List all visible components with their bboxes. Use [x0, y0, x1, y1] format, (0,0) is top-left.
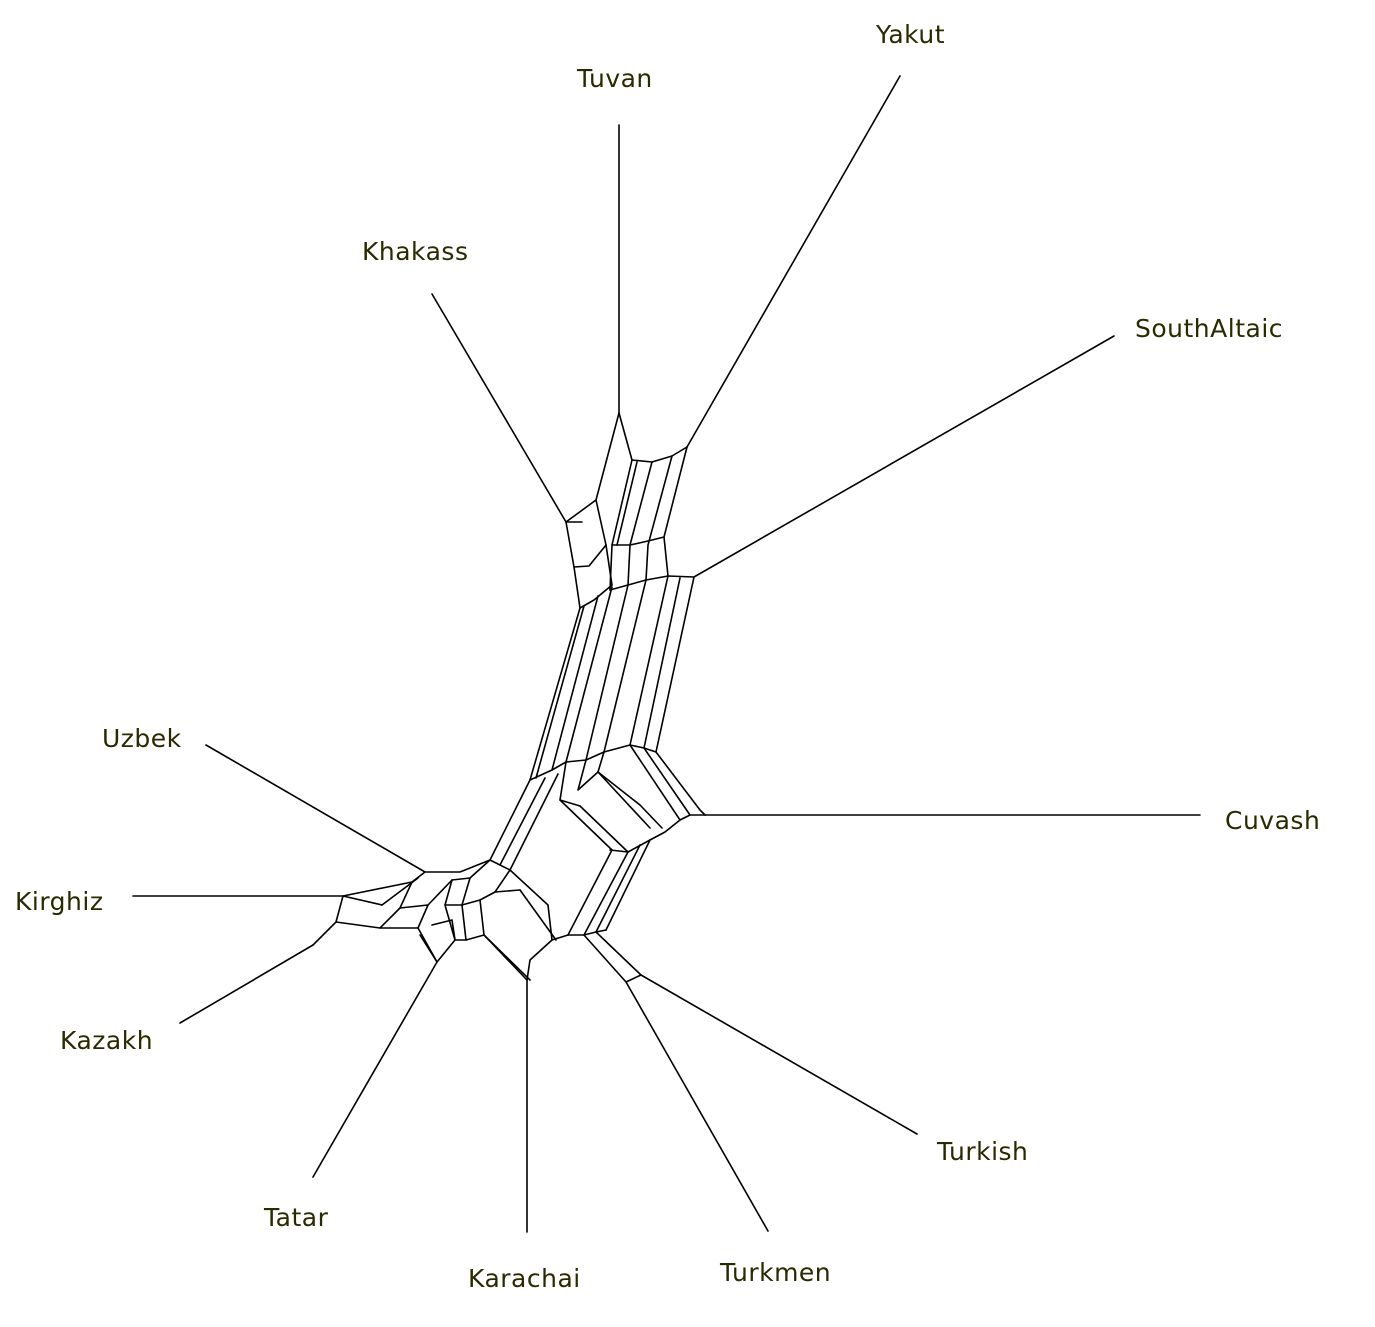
taxon-label-tatar: Tatar	[263, 1203, 329, 1232]
edge-kazakh	[179, 944, 314, 1024]
taxon-label-turkmen: Turkmen	[719, 1258, 831, 1287]
edge-southaltaic	[693, 335, 1115, 578]
taxon-label-cuvash: Cuvash	[1225, 806, 1320, 835]
central-band-splits	[529, 575, 706, 821]
edge-turkmen	[625, 981, 769, 1232]
taxon-label-yakut: Yakut	[875, 20, 945, 49]
edge-tatar	[312, 961, 438, 1178]
left-cluster-splits	[312, 859, 531, 981]
edge-yakut	[686, 75, 901, 448]
taxon-label-karachai: Karachai	[468, 1264, 581, 1293]
edge-khakass	[431, 293, 567, 523]
taxon-label-khakass: Khakass	[362, 237, 468, 266]
taxon-label-southaltaic: SouthAltaic	[1135, 314, 1283, 343]
edge-turkish	[640, 974, 918, 1135]
central-box-splits	[489, 751, 706, 983]
taxon-label-uzbek: Uzbek	[102, 724, 182, 753]
taxon-label-turkish: Turkish	[936, 1137, 1028, 1166]
taxon-label-tuvan: Tuvan	[576, 64, 653, 93]
taxon-label-kirghiz: Kirghiz	[15, 887, 103, 916]
edge-uzbek	[205, 744, 426, 873]
top-cluster-splits	[565, 412, 695, 609]
taxon-labels: Yakut Tuvan Khakass SouthAltaic Cuvash U…	[15, 20, 1320, 1293]
pendant-edges	[132, 75, 1201, 1233]
taxon-label-kazakh: Kazakh	[60, 1026, 153, 1055]
